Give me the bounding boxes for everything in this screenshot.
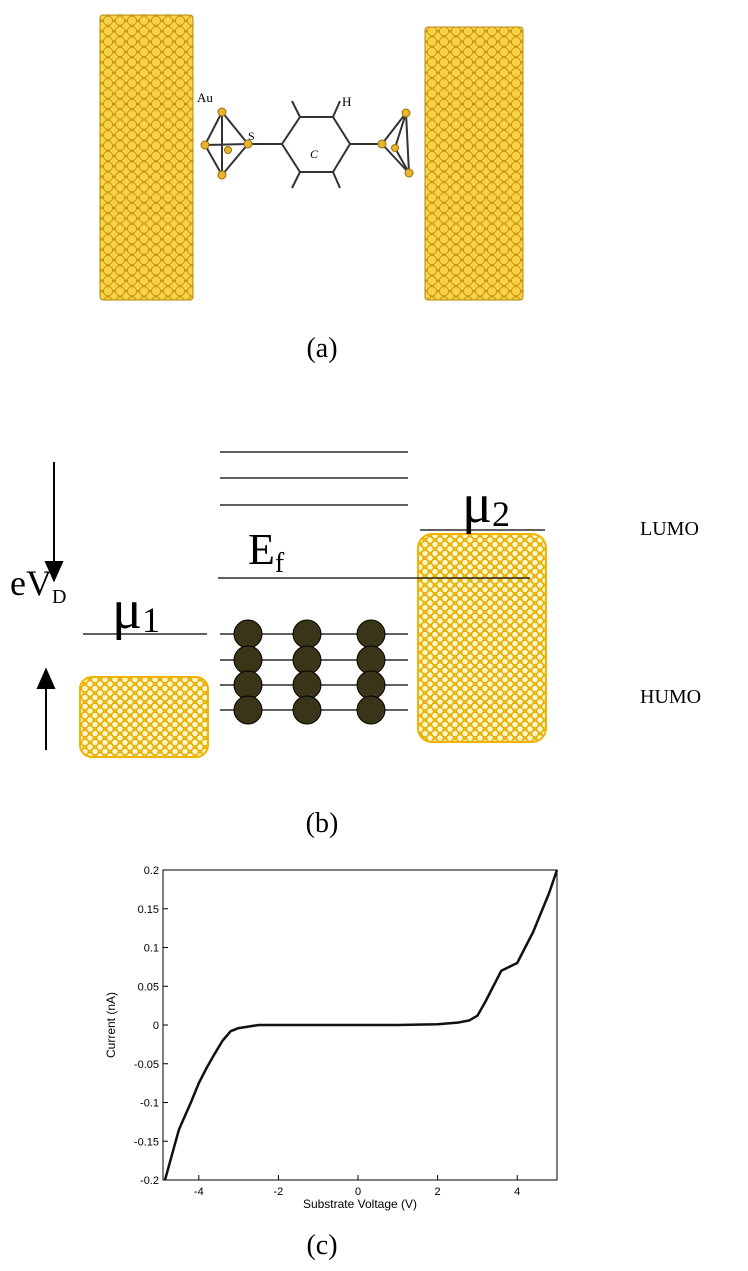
x-tick-label: -4 xyxy=(194,1186,204,1198)
panel-c: (c) -0.2 -0.15 -0.1 -0.05 0 0.05 0.1 0.15 0.2 -4 -… xyxy=(104,865,557,1261)
y-tick-label: -0.1 xyxy=(140,1098,159,1110)
y-tick-label: 0.1 xyxy=(144,943,159,955)
panel-a: Au S C H (a) xyxy=(100,15,523,364)
mu1-label: μ1 xyxy=(112,579,160,641)
y-tick-label: 0.15 xyxy=(138,904,159,916)
x-tick-label: -2 xyxy=(274,1186,284,1198)
figure: Au S C H (a) eVD μ1 μ2 xyxy=(0,0,748,1271)
y-tick-label: -0.15 xyxy=(134,1136,159,1148)
y-tick-label: 0.2 xyxy=(144,865,159,877)
atom-label: Au xyxy=(197,90,213,105)
y-tick-label: 0.05 xyxy=(138,981,159,993)
y-axis-label: Current (nA) xyxy=(104,992,118,1058)
atom-label: H xyxy=(342,94,351,109)
caption: (c) xyxy=(306,1230,337,1261)
atom-label: S xyxy=(248,129,255,143)
homo-levels xyxy=(220,620,408,724)
fermi-label: Ef xyxy=(248,525,285,579)
electrode-right xyxy=(425,27,523,300)
x-tick-label: 4 xyxy=(514,1186,520,1198)
caption: (a) xyxy=(306,333,337,364)
molecule xyxy=(201,101,413,188)
lumo-label: LUMO xyxy=(640,518,699,540)
y-tick-label: 0 xyxy=(153,1020,159,1032)
y-tick-label: -0.2 xyxy=(140,1175,159,1187)
electrode-left xyxy=(100,15,193,300)
y-tick-label: -0.05 xyxy=(134,1059,159,1071)
atom-label: C xyxy=(310,147,319,161)
panel-b: eVD μ1 μ2 Ef LUMO HUMO (b) xyxy=(10,452,701,839)
caption: (b) xyxy=(306,808,339,839)
humo-label: HUMO xyxy=(640,686,701,708)
electrode-right xyxy=(418,534,546,742)
electrode-left xyxy=(80,677,208,757)
mu2-label: μ2 xyxy=(462,473,510,535)
x-axis-label: Substrate Voltage (V) xyxy=(303,1197,417,1211)
x-tick-label: 2 xyxy=(435,1186,441,1198)
